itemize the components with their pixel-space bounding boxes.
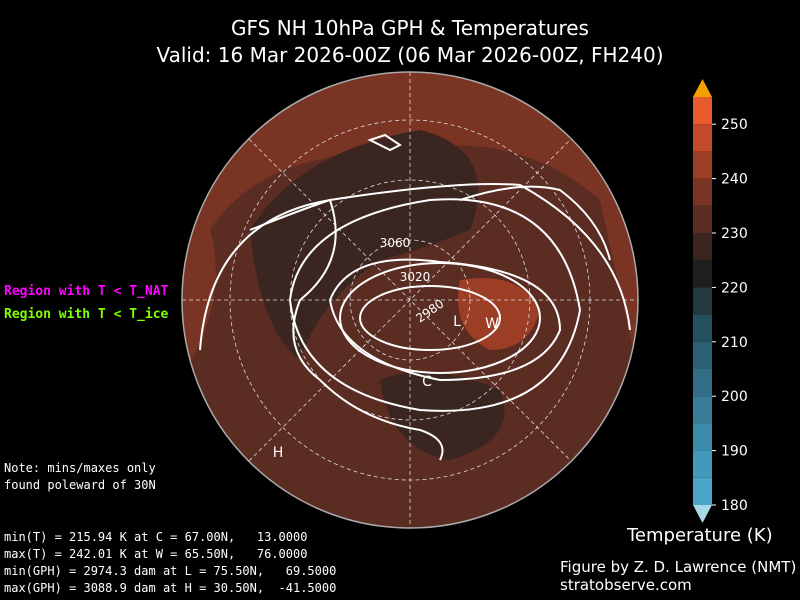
marker-label: C	[422, 374, 432, 390]
stat-line: min(T) = 215.94 K at C = 67.00N, 13.0000	[4, 530, 307, 544]
marker-label: H	[273, 445, 284, 461]
colorbar-segment	[693, 341, 712, 369]
colorbar-tick-label: 250	[721, 117, 748, 133]
note: found poleward of 30N	[4, 478, 156, 492]
colorbar-segment	[693, 97, 712, 125]
subtitle: Valid: 16 Mar 2026-00Z (06 Mar 2026-00Z,…	[156, 43, 663, 67]
colorbar-tick-label: 180	[721, 498, 748, 514]
note: Note: mins/maxes only	[4, 461, 156, 475]
title: GFS NH 10hPa GPH & Temperatures	[231, 16, 589, 40]
colorbar-extend-low	[693, 505, 712, 523]
stats: min(T) = 215.94 K at C = 67.00N, 13.0000…	[4, 530, 336, 595]
colorbar-segment	[693, 233, 712, 261]
colorbar-tick-label: 210	[721, 335, 748, 351]
colorbar-tick-label: 240	[721, 172, 748, 188]
colorbar-segment	[693, 151, 712, 179]
colorbar-segment	[693, 178, 712, 206]
contour-label: 3020	[400, 270, 431, 284]
gph-contours	[199, 183, 631, 412]
colorbar-tick-label: 220	[721, 280, 748, 296]
colorbar-tick-label: 230	[721, 226, 748, 242]
colorbar-segment	[693, 124, 712, 152]
colorbar-tick-label: 200	[721, 389, 748, 405]
stat-line: min(GPH) = 2974.3 dam at L = 75.50N, 69.…	[4, 564, 336, 578]
colorbar-segment	[693, 450, 712, 478]
colorbar-label: Temperature (K)	[626, 525, 773, 546]
legend: Region with T < T_NAT Region with T < T_i…	[4, 284, 169, 322]
colorbar: 180 190 200 210 220 230 240 250	[693, 79, 748, 523]
colorbar-segment	[693, 396, 712, 424]
colorbar-segment	[693, 423, 712, 451]
colorbar-segment	[693, 314, 712, 342]
colorbar-tick-label: 190	[721, 444, 748, 460]
stat-line: max(GPH) = 3088.9 dam at H = 30.50N, -41…	[4, 581, 336, 595]
colorbar-segment	[693, 477, 712, 505]
colorbar-extend-high	[693, 79, 712, 97]
graticule	[182, 72, 638, 528]
colorbar-segment	[693, 287, 712, 315]
contour-label: 3060	[380, 236, 411, 250]
marker-label: W	[485, 316, 499, 332]
colorbar-segment	[693, 205, 712, 233]
stat-line: max(T) = 242.01 K at W = 65.50N, 76.0000	[4, 547, 307, 561]
colorbar-segment	[693, 369, 712, 397]
map-border	[181, 71, 639, 529]
credit: stratobserve.com	[560, 576, 692, 594]
colorbar-segment	[693, 260, 712, 288]
marker-label: L	[453, 314, 461, 330]
legend-item: Region with T < T_NAT	[4, 284, 169, 299]
legend-item: Region with T < T_ice	[4, 307, 169, 322]
credit: Figure by Z. D. Lawrence (NMT)	[560, 558, 796, 576]
